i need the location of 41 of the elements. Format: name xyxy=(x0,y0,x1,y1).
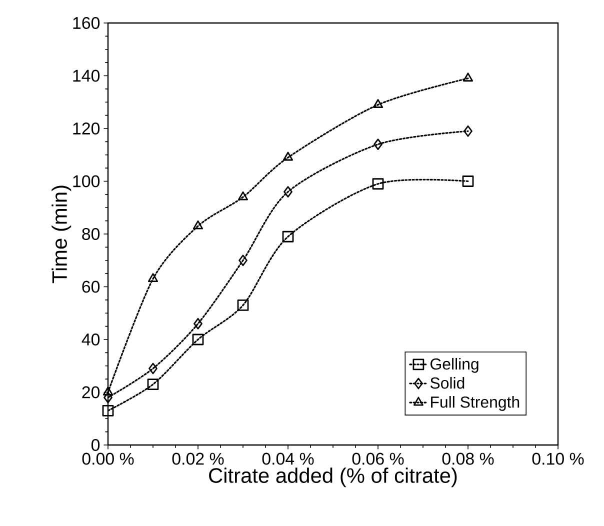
x-tick-label: 0.10 % xyxy=(532,452,584,465)
point xyxy=(102,405,114,416)
x-tick-label: 0.02 % xyxy=(172,452,224,465)
point xyxy=(462,176,474,187)
y-tick-label: 40 xyxy=(82,334,100,346)
point xyxy=(192,220,204,230)
x-tick-label: 0.06 % xyxy=(352,452,404,465)
point xyxy=(104,392,112,404)
y-tick-label: 140 xyxy=(73,70,100,82)
point xyxy=(237,300,249,311)
point xyxy=(374,138,382,150)
point xyxy=(372,99,384,108)
y-axis-title: Time (min) xyxy=(52,186,72,284)
y-tick-label: 20 xyxy=(82,386,100,398)
point xyxy=(284,186,292,198)
point xyxy=(238,191,248,200)
point xyxy=(464,125,472,137)
point xyxy=(282,230,294,242)
x-tick-label: 0.04 % xyxy=(262,452,314,465)
point xyxy=(148,362,158,374)
point xyxy=(372,178,384,190)
x-tick-label: 0.08 % xyxy=(442,452,494,465)
point xyxy=(192,334,204,346)
point xyxy=(147,378,159,390)
y-tick-label: 100 xyxy=(73,175,100,188)
y-tick-label: 160 xyxy=(73,16,100,29)
point xyxy=(102,386,114,396)
x-tick-label: 0.00 % xyxy=(82,452,134,465)
point xyxy=(238,254,248,266)
y-tick-label: 120 xyxy=(73,122,100,134)
point xyxy=(148,273,158,282)
legend-label: Full Strength xyxy=(431,396,520,411)
point xyxy=(194,318,202,330)
x-axis-title: Citrate added (% of citrate) xyxy=(209,468,457,488)
legend-label: Gelling xyxy=(430,358,478,373)
point xyxy=(282,152,294,161)
y-tick-label: 80 xyxy=(82,228,100,240)
y-tick-label: 60 xyxy=(82,280,100,293)
y-tick-label: 0 xyxy=(91,439,100,451)
legend-label: Solid xyxy=(430,376,464,389)
point xyxy=(462,72,474,82)
